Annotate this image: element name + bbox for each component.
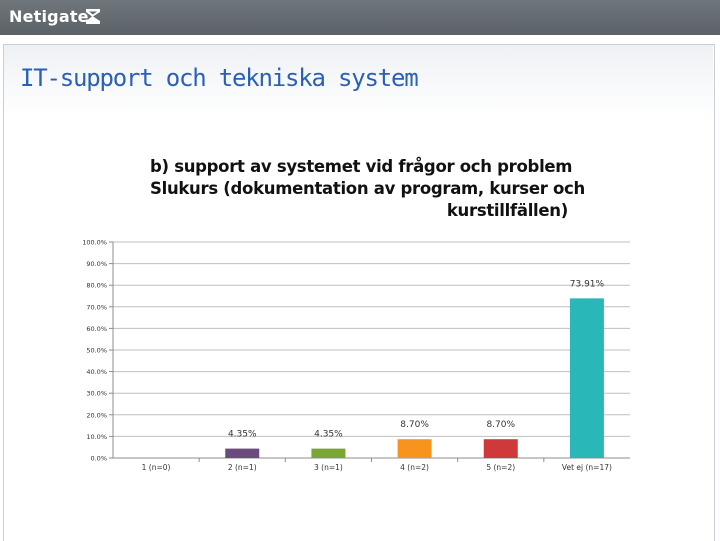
- y-tick-label: 90.0%: [86, 260, 107, 268]
- data-label: 8.70%: [400, 420, 429, 430]
- y-tick-label: 60.0%: [86, 325, 107, 333]
- category-label: 2 (n=1): [228, 463, 257, 472]
- category-label: 1 (n=0): [142, 463, 171, 472]
- y-tick-label: 30.0%: [86, 390, 107, 398]
- chart-title-line: kurstillfällen): [446, 201, 568, 220]
- netigate-logo-mark-icon: [86, 9, 100, 24]
- y-tick-label: 50.0%: [86, 347, 107, 355]
- bar: [311, 448, 346, 458]
- chart-title-line: b) support av systemet vid frågor och pr…: [150, 157, 573, 176]
- title-band: [4, 45, 713, 117]
- category-label: 4 (n=2): [400, 463, 429, 472]
- bar: [569, 298, 604, 458]
- data-label: 4.35%: [228, 430, 257, 440]
- category-label: 3 (n=1): [314, 463, 343, 472]
- y-tick-label: 40.0%: [86, 368, 107, 376]
- category-label: Vet ej (n=17): [562, 463, 612, 472]
- y-tick-label: 100.0%: [82, 239, 107, 247]
- page-title: IT-support och tekniska system: [20, 64, 419, 92]
- netigate-logo: Netigate: [9, 7, 89, 26]
- bar: [483, 439, 518, 458]
- header-bar: Netigate: [0, 0, 720, 35]
- y-tick-label: 80.0%: [86, 282, 107, 290]
- category-label: 5 (n=2): [486, 463, 515, 472]
- data-label: 4.35%: [314, 430, 343, 440]
- y-tick-label: 70.0%: [86, 303, 107, 311]
- bar: [225, 448, 260, 458]
- chart-title: b) support av systemet vid frågor och pr…: [150, 156, 585, 222]
- y-tick-label: 10.0%: [86, 433, 107, 441]
- y-tick-label: 0.0%: [90, 455, 107, 463]
- y-tick-label: 20.0%: [86, 411, 107, 419]
- data-label: 73.91%: [570, 279, 605, 289]
- data-label: 8.70%: [486, 420, 515, 430]
- chart-title-line: Slukurs (dokumentation av program, kurse…: [150, 179, 585, 198]
- bar: [397, 439, 432, 458]
